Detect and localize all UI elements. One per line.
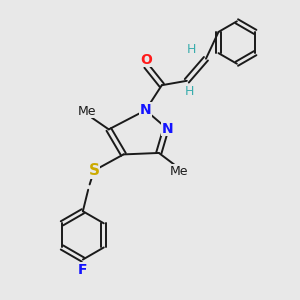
Text: S: S (88, 163, 100, 178)
Text: Me: Me (170, 165, 189, 178)
Text: N: N (140, 103, 152, 117)
Text: H: H (187, 44, 196, 56)
Text: Me: Me (77, 105, 96, 118)
Text: O: O (140, 52, 152, 67)
Text: N: N (162, 122, 173, 136)
Text: H: H (185, 85, 194, 98)
Text: F: F (78, 263, 88, 277)
